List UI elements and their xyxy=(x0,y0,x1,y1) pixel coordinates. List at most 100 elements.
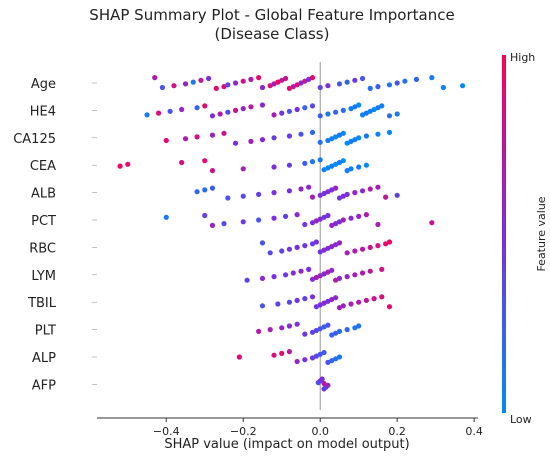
shap-point-ca125 xyxy=(194,134,200,140)
shap-point-lym xyxy=(359,270,366,276)
shap-point-he4 xyxy=(179,106,185,113)
shap-point-rbc xyxy=(352,248,358,254)
shap-point-tbil xyxy=(348,301,354,307)
shap-point-ca125 xyxy=(248,138,254,144)
shap-point-tbil xyxy=(371,296,377,302)
shap-point-he4 xyxy=(248,104,254,110)
shap-point-he4 xyxy=(144,112,150,118)
shap-point-rbc xyxy=(336,240,343,246)
shap-point-cea xyxy=(125,161,131,167)
shap-point-he4 xyxy=(217,111,223,117)
colorbar-title: Feature value xyxy=(535,196,548,271)
shap-point-alb xyxy=(344,191,350,197)
shap-point-ca125 xyxy=(221,130,227,136)
shap-point-age xyxy=(440,84,446,91)
shap-point-lym xyxy=(379,266,385,272)
shap-point-ca125 xyxy=(259,137,266,143)
shap-point-plt xyxy=(356,323,362,329)
shap-point-rbc xyxy=(344,250,350,256)
shap-point-tbil xyxy=(294,297,300,303)
shap-point-alp xyxy=(294,358,300,365)
shap-point-age xyxy=(359,75,366,82)
shap-point-he4 xyxy=(232,107,239,113)
shap-point-he4 xyxy=(317,113,323,119)
shap-point-ca125 xyxy=(271,135,277,141)
shap-point-cea xyxy=(117,163,123,169)
shap-point-alb xyxy=(306,184,312,190)
shap-point-age xyxy=(152,75,158,81)
shap-point-he4 xyxy=(194,105,200,111)
shap-point-cea xyxy=(179,159,185,166)
shap-point-plt xyxy=(267,327,273,333)
shap-point-age xyxy=(402,78,408,84)
shap-point-age xyxy=(413,76,420,82)
shap-point-age xyxy=(232,80,239,86)
shap-point-pct xyxy=(340,217,346,223)
shap-point-age xyxy=(375,84,381,90)
shap-point-he4 xyxy=(202,103,208,109)
shap-point-lym xyxy=(367,268,373,274)
shap-point-alb xyxy=(383,194,389,200)
feature-label-he4: HE4 xyxy=(30,104,56,119)
shap-point-age xyxy=(336,81,343,87)
shap-point-ca125 xyxy=(356,135,362,141)
shap-point-alb xyxy=(367,186,373,192)
shap-point-age xyxy=(317,84,323,91)
shap-point-he4 xyxy=(286,108,293,114)
shap-point-lym xyxy=(290,270,296,276)
shap-point-tbil xyxy=(259,303,266,309)
feature-label-lym: LYM xyxy=(31,269,56,284)
shap-point-pct xyxy=(271,215,277,221)
shap-point-age xyxy=(198,77,204,83)
shap-point-alp xyxy=(302,357,308,363)
shap-point-pct xyxy=(256,217,262,223)
shap-point-cea xyxy=(271,164,277,170)
x-tick-label: −0.2 xyxy=(230,425,257,438)
feature-label-age: Age xyxy=(31,77,56,92)
shap-point-rbc xyxy=(259,240,266,246)
shap-point-alb xyxy=(309,194,316,200)
shap-point-pct xyxy=(282,213,289,219)
shap-point-plt xyxy=(294,321,300,327)
shap-point-rbc xyxy=(375,243,381,249)
shap-point-lym xyxy=(344,274,350,280)
shap-point-tbil xyxy=(275,301,281,307)
shap-point-alb xyxy=(209,185,216,191)
shap-point-he4 xyxy=(325,111,331,117)
shap-point-he4 xyxy=(356,102,362,108)
shap-point-afp xyxy=(319,376,325,382)
shap-point-pct xyxy=(302,221,308,228)
shap-point-cea xyxy=(348,166,354,172)
shap-point-alb xyxy=(352,190,358,196)
shap-point-he4 xyxy=(279,110,285,116)
shap-point-pct xyxy=(325,212,331,219)
shap-point-ca125 xyxy=(386,129,393,135)
feature-label-afp: AFP xyxy=(32,378,56,393)
shap-point-cea xyxy=(309,159,316,165)
shap-point-rbc xyxy=(267,250,273,256)
shap-point-ca125 xyxy=(232,140,239,146)
shap-point-plt xyxy=(336,328,343,334)
shap-point-lym xyxy=(282,272,289,278)
shap-point-plt xyxy=(286,323,293,329)
shap-point-ca125 xyxy=(363,133,369,139)
shap-point-age xyxy=(240,78,246,84)
shap-point-lym xyxy=(306,266,312,272)
shap-point-alp xyxy=(336,354,343,360)
shap-point-ca125 xyxy=(182,136,189,142)
shap-point-cea xyxy=(209,168,216,174)
shap-point-age xyxy=(190,79,196,85)
shap-point-lym xyxy=(336,275,343,281)
shap-point-ca125 xyxy=(163,137,169,144)
shap-point-alb xyxy=(333,185,339,191)
shap-point-cea xyxy=(356,164,362,170)
shap-point-age xyxy=(206,75,212,82)
shap-point-cea xyxy=(202,158,208,164)
shap-point-age xyxy=(248,76,254,82)
shap-point-he4 xyxy=(302,105,308,111)
shap-point-ca125 xyxy=(286,133,293,139)
shap-point-he4 xyxy=(271,112,277,118)
shap-point-rbc xyxy=(279,248,285,254)
shap-point-pct xyxy=(348,215,354,221)
shap-point-tbil xyxy=(309,294,316,300)
